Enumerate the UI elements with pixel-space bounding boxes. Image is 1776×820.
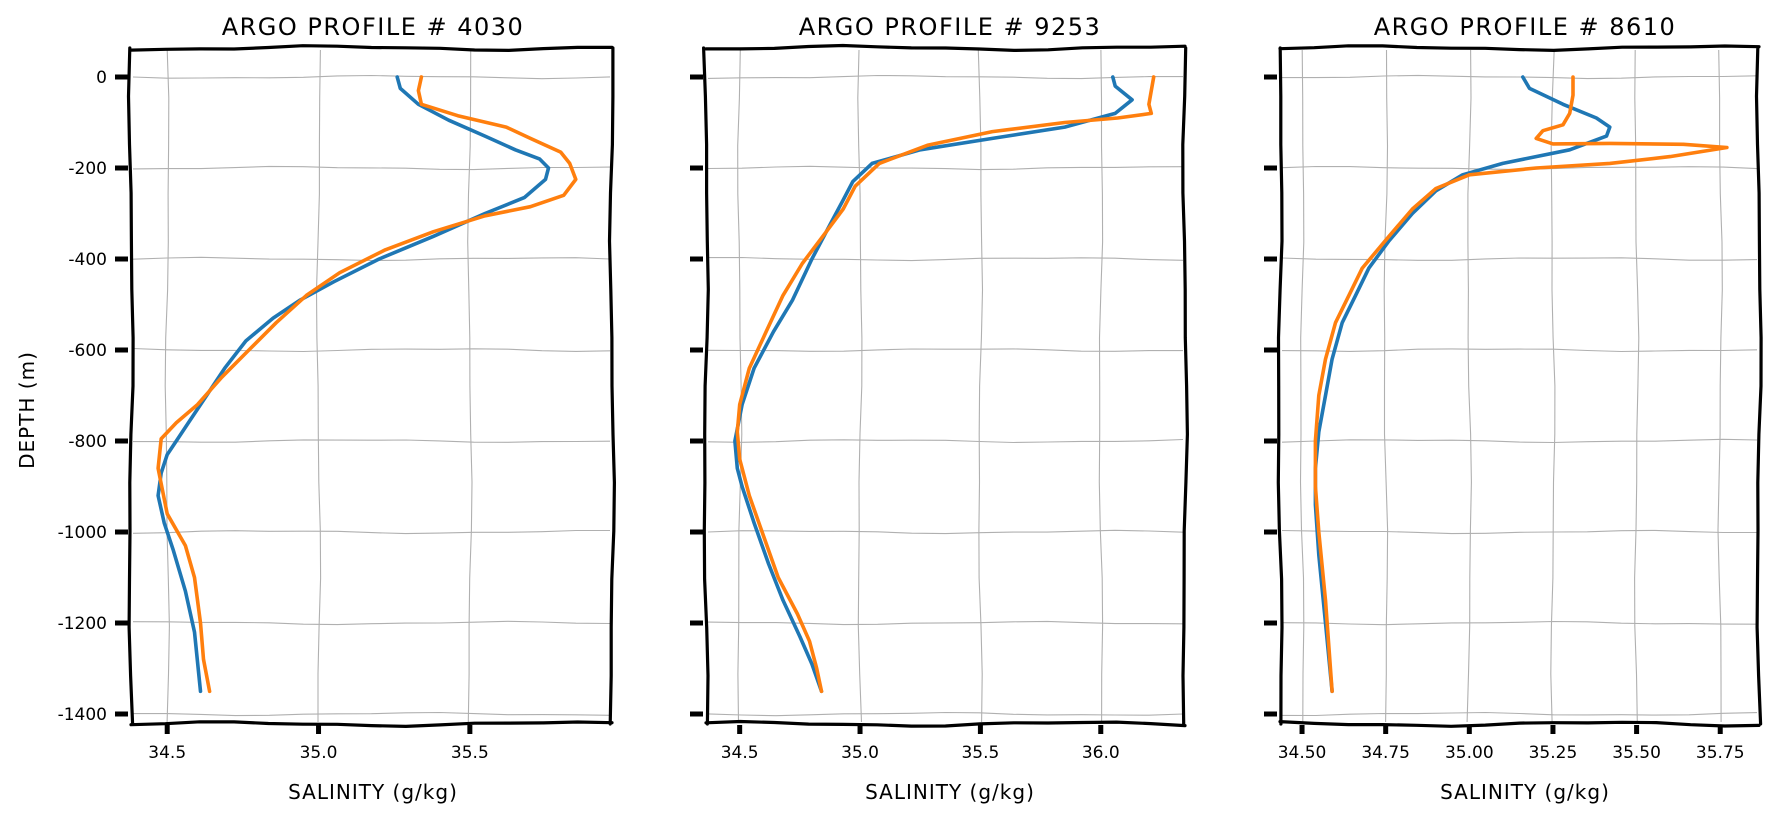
grid-line-vertical [1717,49,1723,723]
panel-argo-9253: ARGO PROFILE # 9253 SALINITY (g/kg) 34.5… [690,13,1189,804]
grid-line-horizontal [1281,529,1757,535]
grid-line-vertical [1550,49,1556,723]
panel-argo-4030: ARGO PROFILE # 4030 SALINITY (g/kg) DEPT… [15,13,616,804]
panel-title: ARGO PROFILE # 9253 [799,13,1102,41]
grid-line-vertical [164,49,170,723]
plot-frame [1276,44,1763,728]
grid-line-vertical [857,49,863,723]
x-tick-label: 34.75 [1361,743,1410,763]
x-tick-label: 34.5 [721,743,759,763]
x-tick-label: 35.0 [300,743,338,763]
grid-line-vertical [467,49,473,723]
x-tick-label: 35.75 [1696,743,1745,763]
grid-line-horizontal [1281,620,1758,626]
grid-line-vertical [1383,49,1389,723]
grid-line-horizontal [132,347,611,353]
grid-line-horizontal [1281,257,1758,261]
grid-line-horizontal [707,165,1184,171]
x-tick-label: 35.0 [841,743,879,763]
series-line-orange [156,75,578,694]
x-tick-label: 36.0 [1082,743,1120,763]
grid-line-vertical [1098,49,1104,723]
y-tick-label: -400 [68,250,107,270]
x-tick-label: 35.50 [1612,743,1661,763]
y-tick-label: -200 [68,159,107,179]
grid-line-horizontal [707,529,1184,535]
grid-line-horizontal [707,438,1184,444]
x-tick-label: 34.5 [148,743,186,763]
grid-line-vertical [1299,49,1305,723]
x-tick-label: 35.5 [451,743,489,763]
y-axis-label: DEPTH (m) [15,351,39,469]
x-tick-label: 35.00 [1445,743,1494,763]
y-tick-label: 0 [96,68,107,88]
x-axis-label: SALINITY (g/kg) [288,780,458,804]
plot-frame [702,43,1189,728]
grid-line-horizontal [1282,74,1758,80]
x-tick-label: 35.5 [961,743,999,763]
series-line-blue [733,75,1134,694]
grid-line-horizontal [707,620,1184,626]
grid-line-horizontal [132,74,611,80]
x-tick-label: 35.25 [1529,743,1578,763]
grid-line-vertical [977,49,984,723]
x-axis-label: SALINITY (g/kg) [1440,780,1610,804]
panel-title: ARGO PROFILE # 4030 [222,13,525,41]
grid-line-horizontal [707,348,1183,352]
grid-line-vertical [737,49,743,723]
grid-line-horizontal [1281,438,1758,444]
grid-line-horizontal [707,74,1183,80]
grid-line-horizontal [1281,348,1758,353]
grid-line-horizontal [132,620,611,626]
grid-line-vertical [1634,49,1640,723]
y-tick-label: -1400 [58,705,107,725]
x-axis-label: SALINITY (g/kg) [865,780,1035,804]
y-tick-label: -800 [68,432,107,452]
panel-title: ARGO PROFILE # 8610 [1374,13,1677,41]
grid-line-horizontal [133,439,611,443]
grid-line-horizontal [132,529,610,535]
y-tick-label: -1200 [58,614,107,634]
panel-argo-8610: ARGO PROFILE # 8610 SALINITY (g/kg) 34.5… [1264,13,1763,804]
plot-frame [126,44,616,728]
series-line-orange [1313,75,1729,694]
y-tick-label: -600 [68,341,107,361]
series-line-blue [1313,75,1612,694]
grid-line-horizontal [707,711,1184,717]
grid-line-horizontal [1281,711,1758,717]
y-tick-label: -1000 [58,523,107,543]
x-tick-label: 34.50 [1278,743,1327,763]
grid-line-horizontal [707,256,1184,262]
grid-line-horizontal [132,256,611,262]
grid-line-horizontal [133,711,611,717]
grid-line-horizontal [132,165,611,171]
grid-line-vertical [1466,49,1472,723]
series-line-orange [735,75,1156,694]
grid-line-vertical [315,49,322,722]
